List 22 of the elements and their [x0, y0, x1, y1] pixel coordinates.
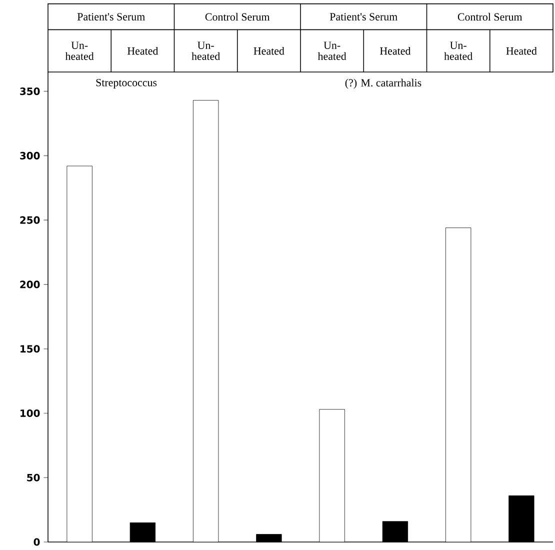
- y-tick-label: 300: [20, 152, 40, 160]
- y-tick-label: 150: [20, 345, 40, 353]
- y-tick-label: 0: [34, 538, 40, 546]
- text: Control Serum: [205, 12, 270, 21]
- annotation: (?) M. catarrhalis: [345, 78, 422, 89]
- x-tick-label: Heated: [380, 46, 411, 55]
- x-tick-label: Un-heated: [318, 42, 346, 60]
- y-tick-label: 350: [20, 88, 40, 96]
- x-tick-label: Un-heated: [192, 42, 220, 60]
- x-tick-label: Heated: [254, 46, 284, 55]
- text: Patient's Serum: [77, 13, 145, 20]
- y-tick-label: 200: [20, 280, 40, 288]
- x-tick-label: Heated: [127, 46, 158, 55]
- y-tick-label: 50: [27, 474, 40, 482]
- x-tick-label: Un-heated: [65, 42, 94, 60]
- text: Patient's Serum: [330, 13, 398, 20]
- text: Control Serum: [458, 12, 522, 21]
- y-tick-label: 100: [20, 409, 40, 417]
- x-tick-label: Heated: [506, 46, 537, 55]
- x-tick-label: Un-heated: [444, 42, 472, 60]
- annotation: Streptococcus: [96, 78, 157, 89]
- y-tick-label: 250: [20, 216, 40, 224]
